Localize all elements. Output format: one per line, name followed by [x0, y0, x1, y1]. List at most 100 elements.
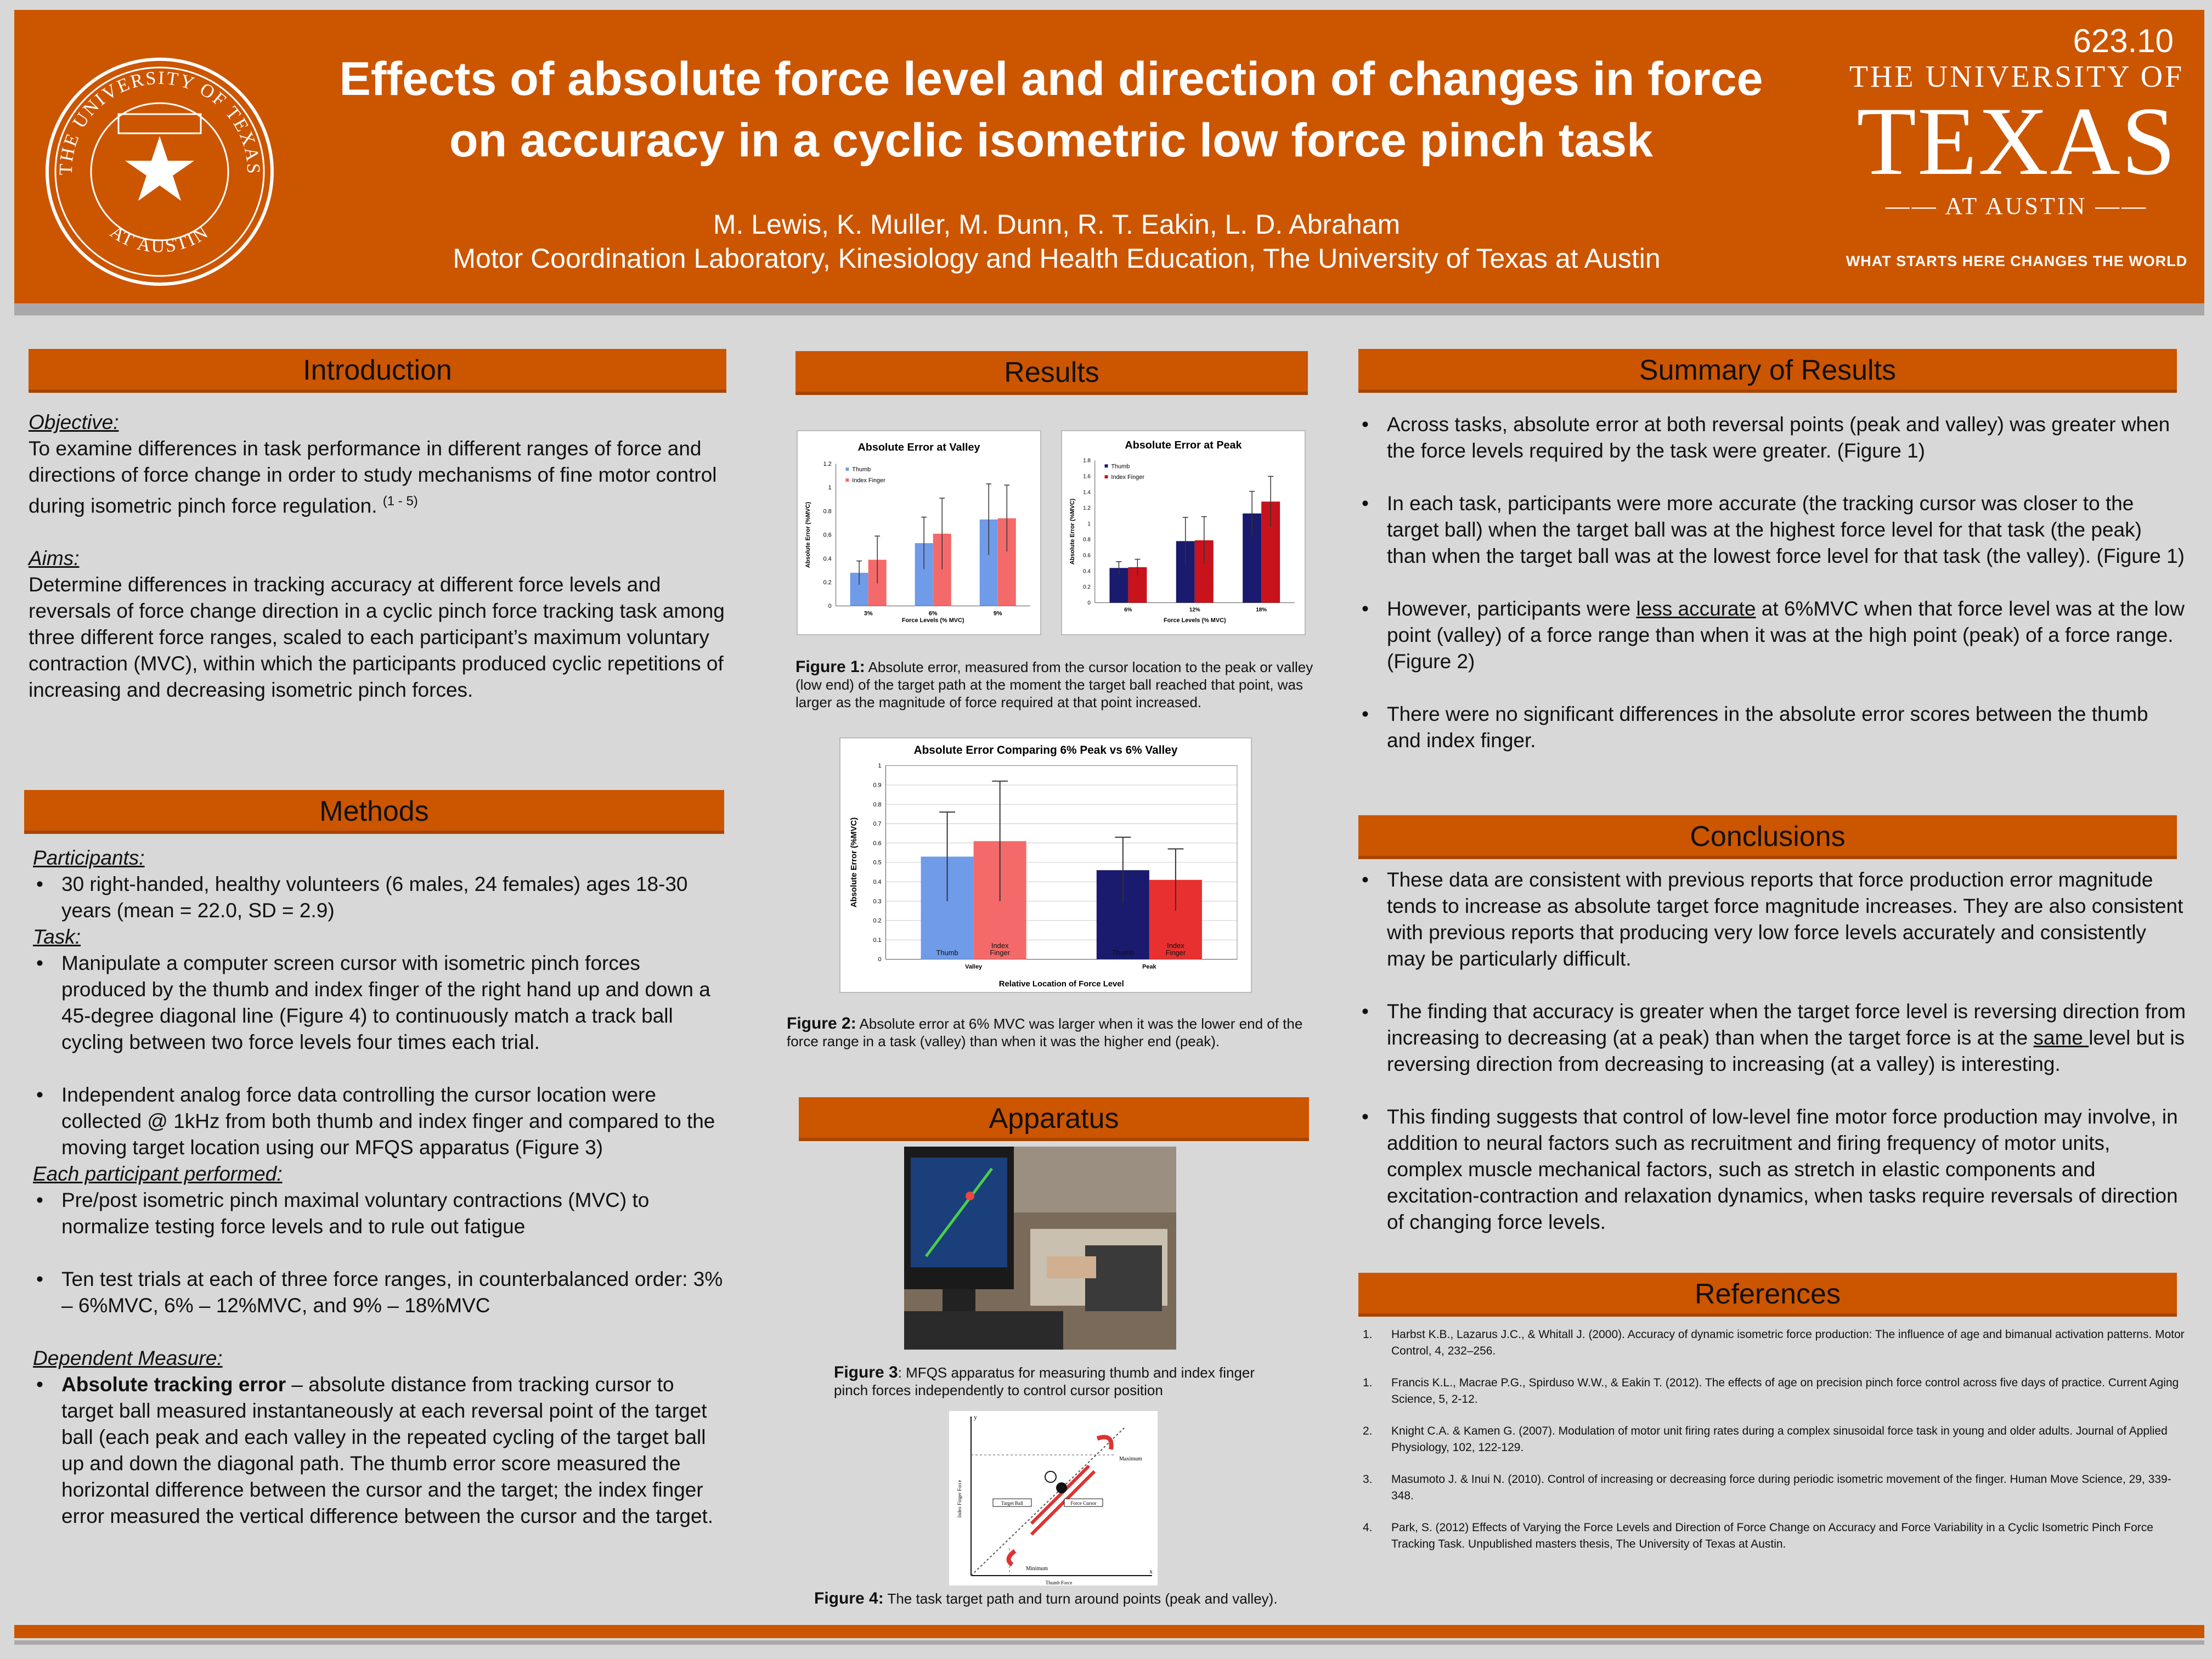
- reference-item: 4. Park, S. (2012) Effects of Varying the…: [1358, 1520, 2187, 1553]
- university-seal-icon: THE UNIVERSITY OF TEXAS AT AUSTIN: [46, 58, 274, 286]
- bar-data-label: Index: [991, 941, 1009, 950]
- figure-2-label: Figure 2:: [787, 1014, 856, 1032]
- summary-list: Across tasks, absolute error at both rev…: [1358, 411, 2187, 754]
- y-axis-label: Absolute Error (%MVC): [850, 817, 859, 907]
- author-block: M. Lewis, K. Muller, M. Dunn, R. T. Eaki…: [398, 207, 1715, 275]
- summary-item-3-text: However, participants were less accurate…: [1387, 597, 2185, 673]
- methods-heading: Methods: [24, 790, 724, 834]
- x-tick-label: 12%: [1189, 607, 1200, 613]
- figure-1-text: Absolute error, measured from the cursor…: [795, 659, 1313, 710]
- title-line-1: Effects of absolute force level and dire…: [339, 53, 1763, 105]
- logo-tagline: WHAT STARTS HERE CHANGES THE WORLD: [1846, 253, 2188, 269]
- chart-comparison-svg: Absolute Error Comparing 6% Peak vs 6% V…: [850, 744, 1238, 989]
- list-item: This finding suggests that control of lo…: [1358, 1104, 2187, 1235]
- list-item: Ten test trials at each of three force r…: [33, 1266, 730, 1319]
- peak-label: Maximum: [1119, 1456, 1142, 1462]
- x-axis-label: Relative Location of Force Level: [999, 980, 1124, 989]
- y-tick-label: 0.7: [873, 821, 881, 827]
- figure-4-text: The task target path and turn around poi…: [883, 1590, 1278, 1607]
- x-tick-label: Peak: [1142, 963, 1156, 970]
- y-tick-label: 0.6: [823, 532, 832, 539]
- chart-6pct-peak-vs-valley: Absolute Error Comparing 6% Peak vs 6% V…: [839, 737, 1252, 993]
- figure-3-label: Figure 3: [834, 1363, 898, 1381]
- figure-3-caption: Figure 3: MFQS apparatus for measuring t…: [834, 1364, 1256, 1399]
- dependent-measure-text: – absolute distance from tracking cursor…: [61, 1373, 714, 1527]
- y-tick-label: 1.2: [823, 461, 832, 467]
- title-line-2: on accuracy in a cyclic isometric low fo…: [449, 114, 1653, 167]
- x-tick-label: 6%: [929, 610, 938, 617]
- list-item: Absolute tracking error – absolute dista…: [33, 1372, 730, 1530]
- list-item: However, participants were less accurate…: [1358, 596, 2187, 675]
- poster-number: 623.10: [2073, 22, 2174, 59]
- each-participant-label: Each participant performed:: [33, 1163, 283, 1185]
- figure-1-label: Figure 1:: [795, 658, 865, 676]
- task-list: Manipulate a computer screen cursor with…: [33, 950, 730, 1161]
- apparatus-heading: Apparatus: [799, 1097, 1309, 1141]
- conclusions-body: These data are consistent with previous …: [1358, 867, 2187, 1235]
- y-tick-label: 1.4: [1083, 489, 1091, 495]
- authors: M. Lewis, K. Muller, M. Dunn, R. T. Eaki…: [713, 209, 1401, 240]
- header-shadow-divider: [14, 303, 2204, 315]
- bar-data-label: Thumb: [936, 949, 958, 957]
- y-tick-label: 0.6: [1083, 553, 1091, 559]
- participants-list: 30 right-handed, healthy volunteers (6 m…: [33, 871, 730, 924]
- y-axis-letter: y: [974, 1413, 977, 1421]
- y-tick-label: 0.8: [823, 508, 832, 515]
- legend-swatch: [1104, 475, 1108, 479]
- y-tick-label: 0.9: [873, 782, 881, 789]
- reference-item: 2. Knight C.A. & Kamen G. (2007). Modulat…: [1358, 1423, 2187, 1456]
- x-tick-label: 6%: [1124, 607, 1132, 613]
- logo-line-1: THE UNIVERSITY OF: [1849, 60, 2185, 94]
- figure-2-caption: Figure 2: Absolute error at 6% MVC was l…: [787, 1015, 1333, 1050]
- legend-swatch: [845, 478, 849, 482]
- conclusions-heading: Conclusions: [1358, 815, 2177, 859]
- ut-austin-logo: THE UNIVERSITY OF TEXAS —— AT AUSTIN —— …: [1841, 59, 2192, 270]
- x-tick-label: 9%: [994, 610, 1002, 617]
- results-heading: Results: [795, 351, 1308, 395]
- list-item: 30 right-handed, healthy volunteers (6 m…: [33, 871, 730, 924]
- reference-number: 2.: [1363, 1425, 1373, 1437]
- conclusions-list: These data are consistent with previous …: [1358, 867, 2187, 1235]
- dependent-measure-list: Absolute tracking error – absolute dista…: [33, 1372, 730, 1530]
- x-axis-label: Force Levels (% MVC): [902, 617, 964, 624]
- legend-entry: Index Finger: [852, 477, 885, 484]
- methods-body: Participants: 30 right-handed, healthy v…: [33, 845, 730, 1530]
- objective-ref: (1 - 5): [382, 494, 418, 509]
- figure-4-caption: Figure 4: The task target path and turn …: [814, 1590, 1330, 1607]
- legend-entry: Thumb: [1111, 463, 1130, 470]
- y-tick-label: 0.1: [873, 937, 881, 944]
- legend-swatch: [1104, 464, 1108, 468]
- footer-bar: [14, 1625, 2204, 1638]
- figure-1-caption: Figure 1: Absolute error, measured from …: [795, 658, 1317, 711]
- y-tick-label: 0.5: [873, 860, 881, 866]
- bar-data-label: Finger: [990, 949, 1010, 957]
- y-tick-label: 0.2: [823, 579, 832, 586]
- y-tick-label: 0.4: [873, 879, 881, 885]
- objective-label: Objective:: [29, 411, 119, 433]
- x-axis-label: Force Levels (% MVC): [1164, 617, 1226, 624]
- reference-text: Knight C.A. & Kamen G. (2007). Modulatio…: [1391, 1425, 2168, 1454]
- figure-4-diagram: Target Ball Force Cursor Maximum Minimum…: [949, 1411, 1158, 1585]
- dependent-measure-name: Absolute tracking error: [61, 1373, 286, 1396]
- reference-text: Harbst K.B., Lazarus J.C., & Whitall J. …: [1391, 1328, 2185, 1357]
- reference-text: Park, S. (2012) Effects of Varying the F…: [1391, 1521, 2153, 1550]
- y-tick-label: 0.2: [873, 918, 881, 924]
- chart-title: Absolute Error at Peak: [1125, 439, 1242, 452]
- label-target: Target Ball: [1001, 1500, 1023, 1506]
- bar-data-label: Finger: [1166, 949, 1186, 957]
- list-item: The finding that accuracy is greater whe…: [1358, 998, 2187, 1077]
- y-tick-label: 0: [878, 956, 882, 963]
- dependent-measure-label: Dependent Measure:: [33, 1347, 223, 1369]
- reference-text: Francis K.L., Macrae P.G., Spirduso W.W.…: [1391, 1376, 2179, 1406]
- y-tick-label: 0.2: [1083, 584, 1091, 590]
- y-tick-label: 0.8: [1083, 537, 1091, 543]
- figure-2-text: Absolute error at 6% MVC was larger when…: [787, 1015, 1303, 1049]
- y-tick-label: 1: [828, 484, 832, 491]
- svg-text:AT AUSTIN: AT AUSTIN: [106, 222, 213, 257]
- y-axis-label: Absolute Error (%MVC): [1069, 499, 1076, 565]
- reference-number: 3.: [1363, 1473, 1373, 1486]
- x-axis-letter: x: [1149, 1567, 1153, 1575]
- chart-title: Absolute Error at Valley: [858, 442, 980, 454]
- reference-number: 1.: [1363, 1328, 1373, 1341]
- x-tick-label: 3%: [864, 610, 873, 617]
